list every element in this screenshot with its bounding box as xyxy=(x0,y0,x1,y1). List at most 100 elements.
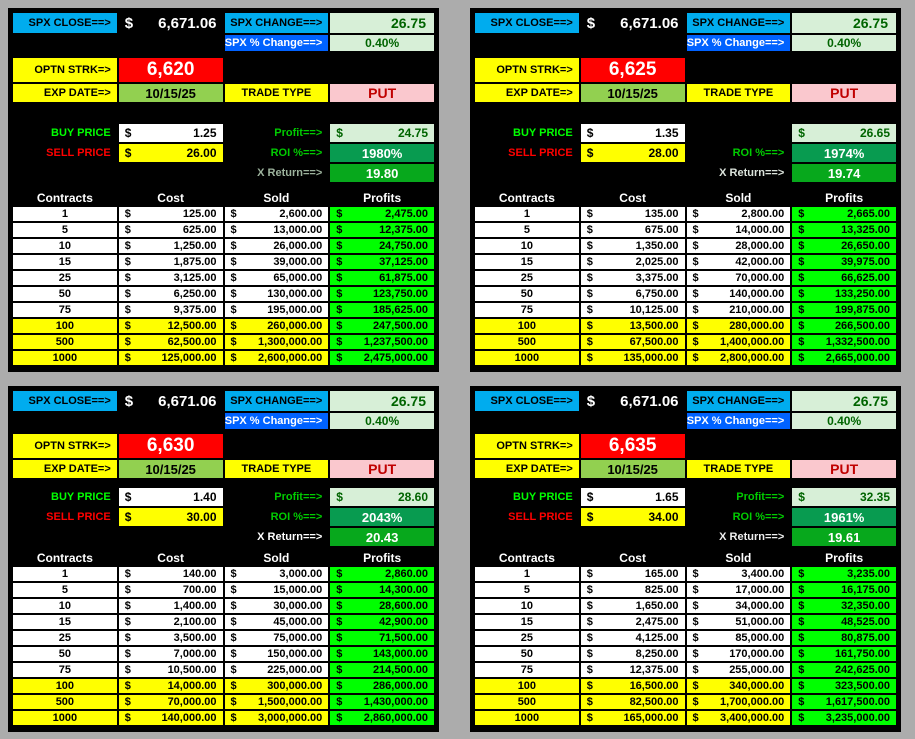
table-row: 100 $16,500.00 $340,000.00 $323,500.00 xyxy=(475,679,896,693)
profits-cell: $161,750.00 xyxy=(792,647,896,661)
roi-label: ROI %==> xyxy=(732,511,785,523)
contracts-cell: 75 xyxy=(13,663,117,677)
optn-strk-label: OPTN STRK=> xyxy=(475,58,579,82)
sell-price-label: SELL PRICE xyxy=(508,511,573,523)
spx-pct-change-label: SPX % Change==> xyxy=(224,413,329,429)
trade-type-value[interactable]: PUT xyxy=(792,84,896,102)
spx-close-value: $ 6,671.06 xyxy=(124,14,217,32)
strike-value[interactable]: 6,625 xyxy=(580,58,685,82)
buy-price-input[interactable]: $ 1.65 xyxy=(580,488,685,506)
sell-price-label: SELL PRICE xyxy=(46,147,111,159)
exp-date-value[interactable]: 10/15/25 xyxy=(580,460,685,478)
trade-type-value[interactable]: PUT xyxy=(330,460,434,478)
option-panel-top-right: SPX CLOSE==> $ 6,671.06 SPX CHANGE==> 26… xyxy=(470,8,901,372)
buy-price-label: BUY PRICE xyxy=(51,127,111,139)
dollar-sign: $ xyxy=(230,352,237,364)
sold-column-header: Sold xyxy=(725,550,752,565)
profits-cell: $1,430,000.00 xyxy=(330,695,434,709)
spx-change-label: SPX CHANGE==> xyxy=(224,391,329,411)
sold-cell: $1,400,000.00 xyxy=(686,335,791,349)
sell-price-input[interactable]: $ 26.00 xyxy=(118,144,223,162)
contracts-cell: 5 xyxy=(475,223,579,237)
table-row: 5 $825.00 $17,000.00 $16,175.00 xyxy=(475,583,896,597)
profits-cell: $37,125.00 xyxy=(330,255,434,269)
profit-label: Profit==> xyxy=(736,491,785,503)
empty-cell xyxy=(581,164,685,182)
exp-date-label: EXP DATE=> xyxy=(475,84,579,102)
table-row: 50 $6,250.00 $130,000.00 $123,750.00 xyxy=(13,287,434,301)
dollar-sign: $ xyxy=(586,584,593,596)
contracts-column-header: Contracts xyxy=(498,190,555,205)
empty-cell xyxy=(581,528,685,546)
strike-value[interactable]: 6,635 xyxy=(580,434,685,458)
sell-price-input[interactable]: $ 28.00 xyxy=(580,144,685,162)
sold-cell: $45,000.00 xyxy=(224,615,329,629)
trade-type-value[interactable]: PUT xyxy=(330,84,434,102)
exp-date-value[interactable]: 10/15/25 xyxy=(580,84,685,102)
spx-close-label: SPX CLOSE==> xyxy=(13,13,117,33)
empty-cell xyxy=(119,35,223,51)
exp-date-value[interactable]: 10/15/25 xyxy=(118,84,223,102)
contracts-cell: 10 xyxy=(475,599,579,613)
empty-cell xyxy=(475,528,579,546)
contracts-cell: 100 xyxy=(475,319,579,333)
exp-date-value[interactable]: 10/15/25 xyxy=(118,460,223,478)
dollar-sign: $ xyxy=(336,272,343,284)
table-row: 1000 $135,000.00 $2,800,000.00 $2,665,000.0… xyxy=(475,351,896,365)
dollar-sign: $ xyxy=(336,568,343,580)
table-row: 500 $67,500.00 $1,400,000.00 $1,332,500.00 xyxy=(475,335,896,349)
sell-price-input[interactable]: $ 34.00 xyxy=(580,508,685,526)
cost-cell: $700.00 xyxy=(118,583,223,597)
dollar-sign: $ xyxy=(586,648,593,660)
sell-price-input[interactable]: $ 30.00 xyxy=(118,508,223,526)
contracts-cell: 50 xyxy=(13,647,117,661)
sold-cell: $1,700,000.00 xyxy=(686,695,791,709)
profits-cell: $1,332,500.00 xyxy=(792,335,896,349)
x-return-label: X Return==> xyxy=(719,531,785,543)
dollar-sign: $ xyxy=(336,490,343,504)
dollar-sign: $ xyxy=(124,146,132,160)
dollar-sign: $ xyxy=(586,632,593,644)
empty-cell xyxy=(687,58,791,82)
dollar-sign: $ xyxy=(124,14,134,32)
dollar-sign: $ xyxy=(336,696,343,708)
buy-price-input[interactable]: $ 1.25 xyxy=(118,124,223,142)
strike-value[interactable]: 6,630 xyxy=(118,434,223,458)
buy-price-input[interactable]: $ 1.40 xyxy=(118,488,223,506)
contracts-cell: 1000 xyxy=(475,711,579,725)
empty-cell xyxy=(581,413,685,429)
table-row: 75 $9,375.00 $195,000.00 $185,625.00 xyxy=(13,303,434,317)
dollar-sign: $ xyxy=(798,336,805,348)
table-row: 25 $4,125.00 $85,000.00 $80,875.00 xyxy=(475,631,896,645)
cost-cell: $16,500.00 xyxy=(580,679,685,693)
strike-value[interactable]: 6,620 xyxy=(118,58,223,82)
dollar-sign: $ xyxy=(124,352,131,364)
cost-cell: $3,375.00 xyxy=(580,271,685,285)
table-row: 25 $3,500.00 $75,000.00 $71,500.00 xyxy=(13,631,434,645)
exp-date-label: EXP DATE=> xyxy=(475,460,579,478)
x-return-label: X Return==> xyxy=(257,531,323,543)
dollar-sign: $ xyxy=(336,664,343,676)
trade-type-value[interactable]: PUT xyxy=(792,460,896,478)
empty-cell xyxy=(792,58,896,82)
dollar-sign: $ xyxy=(692,584,699,596)
cost-cell: $140,000.00 xyxy=(118,711,223,725)
profit-label: Profit==> xyxy=(274,127,323,139)
cost-cell: $12,375.00 xyxy=(580,663,685,677)
buy-price-input[interactable]: $ 1.35 xyxy=(580,124,685,142)
dollar-sign: $ xyxy=(336,288,343,300)
cost-cell: $140.00 xyxy=(118,567,223,581)
sold-cell: $280,000.00 xyxy=(686,319,791,333)
buy-price-label: BUY PRICE xyxy=(513,491,573,503)
option-panel-bottom-right: SPX CLOSE==> $ 6,671.06 SPX CHANGE==> 26… xyxy=(470,386,901,732)
sold-cell: $17,000.00 xyxy=(686,583,791,597)
dollar-sign: $ xyxy=(692,208,699,220)
sold-cell: $42,000.00 xyxy=(686,255,791,269)
trade-type-label: TRADE TYPE xyxy=(224,460,329,478)
table-row: 500 $62,500.00 $1,300,000.00 $1,237,500.00 xyxy=(13,335,434,349)
dollar-sign: $ xyxy=(124,696,131,708)
x-return-label: X Return==> xyxy=(719,167,785,179)
sold-cell: $255,000.00 xyxy=(686,663,791,677)
dollar-sign: $ xyxy=(336,352,343,364)
profits-cell: $80,875.00 xyxy=(792,631,896,645)
